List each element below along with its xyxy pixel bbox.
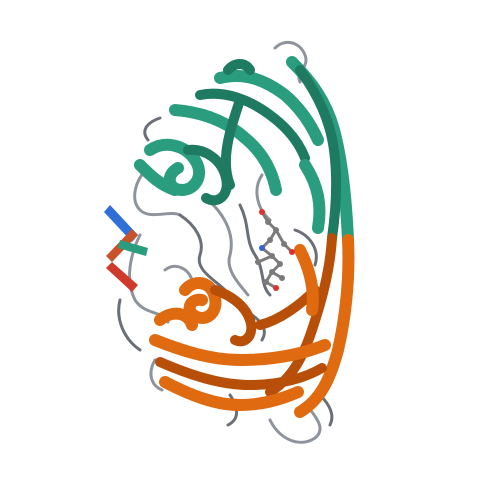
chain-a-ribbon — [134, 56, 354, 246]
ligand-atom — [289, 249, 295, 255]
chain-a-segment — [169, 104, 282, 196]
loop-segment — [178, 213, 227, 292]
ligand-atom — [273, 227, 279, 233]
chain-a-segment — [223, 59, 255, 75]
ligand-atom — [265, 219, 271, 225]
loop-regions — [117, 40, 334, 444]
ligand-atom — [269, 253, 275, 259]
chain-b-segment — [294, 244, 319, 316]
ligand-atom — [267, 237, 273, 243]
loop-segment — [268, 410, 322, 444]
left-strand-segment — [118, 240, 148, 256]
chain-a-segment — [134, 159, 181, 196]
chain-b-segment — [155, 357, 327, 390]
ligand-atom — [259, 209, 265, 215]
loop-segment — [117, 298, 142, 352]
chain-a-segment — [299, 159, 326, 234]
chain-a-segment — [214, 70, 324, 146]
ligand-atom — [255, 259, 261, 265]
bound-ligand — [255, 209, 295, 291]
chain-b-segment — [149, 334, 331, 366]
ligand-atom — [269, 269, 275, 275]
left-twisted-strand — [104, 205, 148, 292]
loop-segment — [206, 198, 250, 297]
ligand-atom — [273, 285, 279, 291]
ligand-atom — [281, 241, 287, 247]
ligand-atom — [259, 245, 265, 251]
chain-a-segment — [295, 65, 342, 243]
loop-segment — [293, 228, 318, 267]
chain-a-segment — [220, 95, 245, 190]
loop-segment — [238, 203, 272, 297]
chain-a-segment — [195, 88, 310, 163]
chain-b-segment — [294, 234, 355, 418]
chain-b-segment — [210, 285, 257, 347]
chain-b-segment — [179, 277, 222, 324]
chain-b-ribbon — [149, 233, 355, 418]
loop-segment — [143, 116, 162, 142]
left-strand-segment — [106, 262, 138, 292]
chain-b-segment — [154, 307, 198, 331]
ligand-atom — [277, 261, 283, 267]
loop-segment — [149, 358, 164, 392]
loop-segment — [255, 173, 272, 222]
ligand-atom — [279, 275, 285, 281]
loop-segment — [133, 166, 182, 217]
chain-b-segment — [159, 376, 304, 411]
loop-segment — [226, 393, 238, 427]
ligand-atom — [263, 279, 269, 285]
loop-segment — [163, 264, 194, 282]
